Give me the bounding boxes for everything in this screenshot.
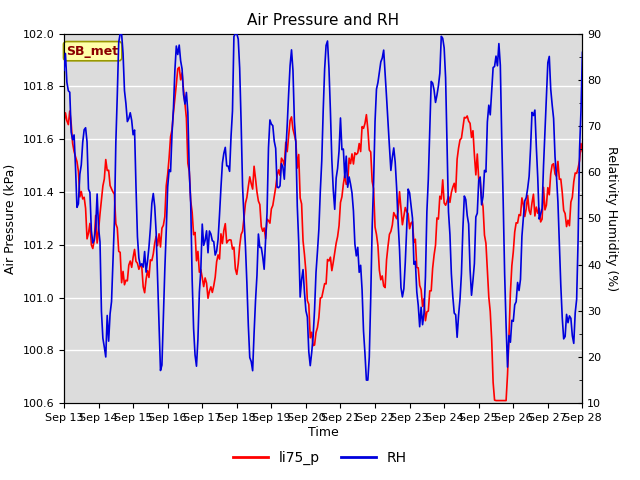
Y-axis label: Relativity Humidity (%): Relativity Humidity (%) xyxy=(605,146,618,291)
Text: SB_met: SB_met xyxy=(67,45,118,58)
Legend: li75_p, RH: li75_p, RH xyxy=(228,445,412,471)
Y-axis label: Air Pressure (kPa): Air Pressure (kPa) xyxy=(4,163,17,274)
X-axis label: Time: Time xyxy=(308,426,339,439)
Title: Air Pressure and RH: Air Pressure and RH xyxy=(247,13,399,28)
